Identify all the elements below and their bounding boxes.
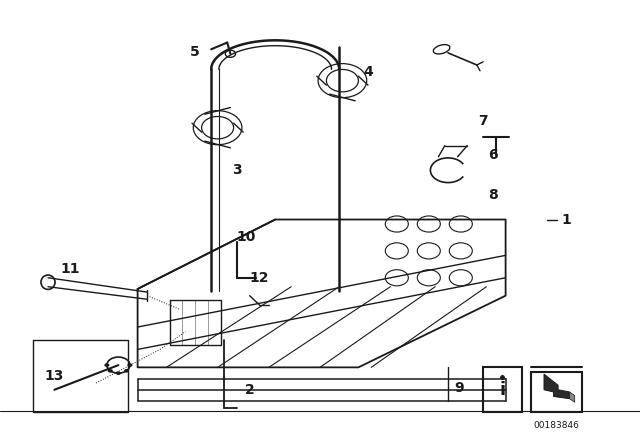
Text: 12: 12 bbox=[250, 271, 269, 285]
Bar bbox=[483, 367, 522, 412]
Text: 11: 11 bbox=[61, 262, 80, 276]
Circle shape bbox=[108, 369, 113, 373]
Text: 13: 13 bbox=[45, 369, 64, 383]
Text: 3: 3 bbox=[232, 163, 242, 177]
Text: 9: 9 bbox=[454, 380, 465, 395]
Circle shape bbox=[124, 369, 129, 373]
Circle shape bbox=[116, 371, 121, 375]
Circle shape bbox=[104, 363, 109, 367]
Polygon shape bbox=[570, 392, 575, 402]
Text: 10: 10 bbox=[237, 230, 256, 245]
Text: i: i bbox=[499, 381, 506, 399]
Text: 8: 8 bbox=[488, 188, 498, 202]
Text: 5: 5 bbox=[190, 44, 200, 59]
Circle shape bbox=[127, 363, 132, 367]
Text: 6: 6 bbox=[488, 147, 498, 162]
Text: 7: 7 bbox=[478, 114, 488, 128]
Text: 4: 4 bbox=[363, 65, 373, 79]
Polygon shape bbox=[544, 374, 570, 399]
Text: 00183846: 00183846 bbox=[534, 421, 580, 430]
Text: 2: 2 bbox=[244, 383, 255, 397]
Bar bbox=[531, 372, 582, 412]
Text: 1: 1 bbox=[561, 212, 572, 227]
